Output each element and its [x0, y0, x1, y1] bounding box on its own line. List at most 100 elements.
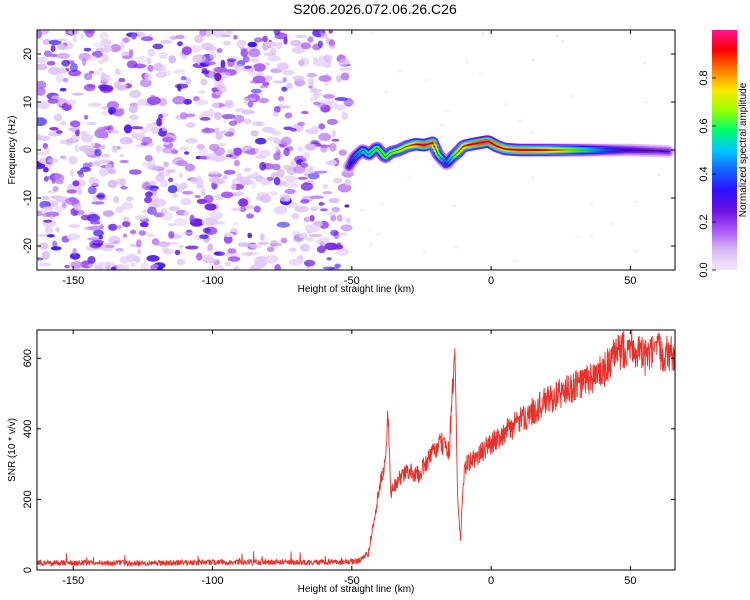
- noise-blob: [51, 177, 56, 184]
- noise-blob: [69, 169, 75, 177]
- noise-blob: [227, 248, 237, 254]
- noise-blob: [367, 229, 371, 233]
- noise-blob: [304, 143, 318, 151]
- x-tick-label: -50: [344, 575, 360, 587]
- noise-blob: [243, 167, 252, 173]
- noise-blob: [62, 77, 69, 83]
- noise-blob: [272, 80, 285, 84]
- noise-blob: [115, 206, 124, 214]
- noise-blob: [73, 35, 78, 44]
- noise-blob: [37, 151, 50, 156]
- noise-blob: [277, 96, 285, 102]
- noise-blob: [266, 246, 275, 253]
- noise-blob: [114, 68, 120, 75]
- noise-blob: [55, 74, 64, 83]
- noise-blob: [300, 42, 312, 50]
- noise-blob: [83, 83, 96, 92]
- noise-blob: [334, 104, 346, 111]
- noise-blob: [194, 34, 204, 44]
- noise-blob: [243, 65, 252, 69]
- spectrogram-y-ticks: -20 -10 0 10 20: [22, 48, 675, 254]
- noise-blob: [61, 59, 70, 67]
- noise-blob: [300, 182, 314, 191]
- noise-blob: [589, 234, 594, 238]
- noise-blob: [234, 64, 246, 72]
- noise-blob: [87, 263, 101, 268]
- noise-blob: [37, 117, 47, 127]
- noise-blob: [248, 72, 258, 77]
- noise-blob: [288, 247, 297, 252]
- noise-blob: [200, 187, 206, 196]
- noise-blob: [72, 92, 84, 96]
- noise-blob: [284, 112, 293, 119]
- noise-blob: [128, 169, 142, 175]
- noise-blob: [320, 32, 329, 39]
- noise-blob: [86, 214, 100, 222]
- noise-blob: [406, 175, 411, 179]
- noise-blob: [231, 183, 237, 191]
- noise-blob: [422, 250, 427, 254]
- noise-blob: [331, 138, 340, 142]
- noise-blob: [264, 75, 273, 82]
- noise-blob: [100, 145, 106, 150]
- noise-blob: [162, 212, 174, 221]
- noise-blob: [330, 214, 337, 222]
- noise-blob: [99, 31, 109, 41]
- noise-blob: [107, 107, 117, 115]
- y-tick-label: 10: [22, 96, 34, 108]
- noise-blob: [196, 252, 203, 261]
- colorbar: 0.0 0.2 0.4 0.6 0.8 Normalized spectral ampl…: [698, 30, 749, 278]
- noise-blob: [214, 72, 222, 82]
- noise-blob: [240, 49, 249, 57]
- noise-blob: [97, 59, 105, 65]
- noise-blob: [174, 218, 187, 227]
- noise-blob: [106, 101, 119, 110]
- noise-blob: [323, 62, 332, 68]
- noise-blob: [142, 181, 151, 191]
- colorbar-label: Normalized spectral amplitude: [738, 82, 749, 217]
- noise-blob: [69, 120, 81, 128]
- noise-blob: [610, 222, 614, 226]
- noise-blob: [88, 177, 100, 186]
- noise-blob: [39, 262, 52, 267]
- noise-blob: [283, 126, 293, 131]
- noise-blob: [123, 216, 130, 222]
- noise-blob: [69, 252, 81, 260]
- noise-blobs: [37, 30, 665, 270]
- noise-blob: [300, 244, 310, 252]
- noise-blob: [308, 85, 313, 89]
- noise-blob: [233, 147, 242, 156]
- noise-blob: [196, 183, 204, 189]
- noise-blob: [83, 72, 93, 81]
- noise-blob: [41, 251, 50, 260]
- noise-blob: [205, 61, 216, 66]
- noise-blob: [56, 130, 63, 134]
- noise-blob: [144, 196, 152, 204]
- noise-blob: [80, 167, 92, 172]
- noise-blob: [105, 163, 113, 171]
- noise-blob: [380, 202, 385, 206]
- noise-blob: [117, 108, 125, 112]
- noise-blob: [57, 38, 69, 42]
- noise-blob: [90, 220, 101, 225]
- noise-blob: [340, 224, 353, 232]
- noise-blob: [236, 39, 247, 49]
- noise-blob: [175, 34, 185, 40]
- noise-blob: [318, 30, 324, 35]
- noise-blob: [42, 38, 51, 46]
- noise-blob: [116, 225, 123, 229]
- noise-blob: [331, 129, 336, 138]
- noise-blob: [129, 114, 139, 121]
- noise-blob: [221, 113, 236, 120]
- noise-blob: [122, 233, 128, 238]
- noise-blob: [136, 239, 142, 248]
- noise-blob: [254, 137, 267, 145]
- noise-blob: [97, 261, 112, 267]
- noise-blob: [160, 39, 173, 44]
- noise-blob: [257, 241, 270, 246]
- noise-blob: [242, 55, 250, 63]
- noise-blob: [259, 161, 267, 171]
- noise-blob: [284, 175, 298, 182]
- noise-blob: [154, 197, 164, 206]
- noise-blob: [314, 30, 320, 36]
